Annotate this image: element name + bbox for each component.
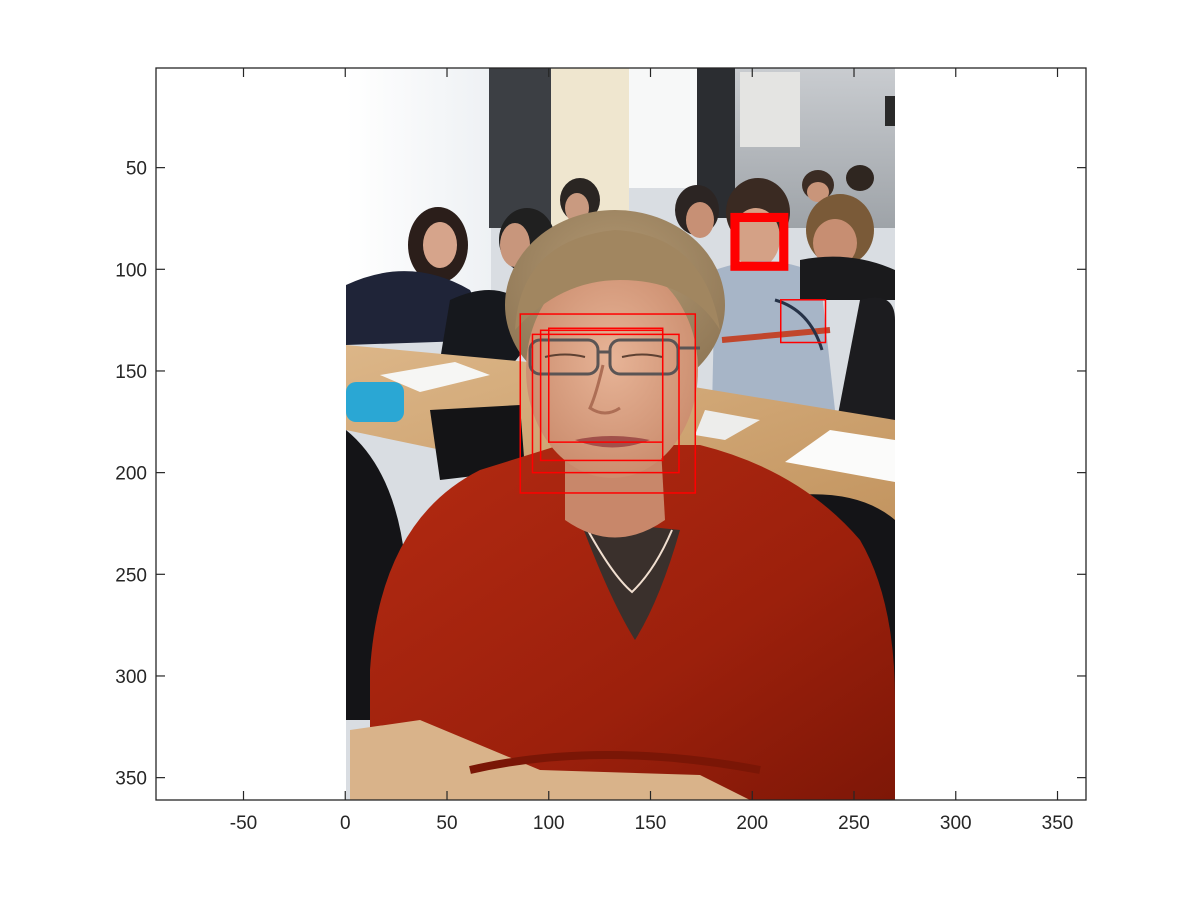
detection-box [734, 216, 785, 267]
detection-box [548, 327, 664, 443]
detection-box [730, 212, 789, 271]
x-tick-label: -50 [230, 813, 257, 834]
photo-image [346, 68, 895, 800]
axis-ticks [156, 68, 1086, 800]
detection-boxes [519, 212, 827, 494]
detection-box [519, 313, 697, 494]
x-tick-label: 150 [635, 813, 667, 834]
y-tick-label: 200 [115, 464, 147, 485]
detection-box [531, 333, 680, 474]
axes-box [155, 67, 1087, 801]
y-tick-label: 150 [115, 362, 147, 383]
detection-box [736, 219, 783, 265]
x-tick-label: 100 [533, 813, 565, 834]
x-tick-label: 0 [340, 813, 351, 834]
x-tick-label: 200 [736, 813, 768, 834]
x-tick-label: 50 [436, 813, 457, 834]
y-tick-label: 350 [115, 769, 147, 790]
x-tick-label: 300 [940, 813, 972, 834]
x-tick-label: 350 [1042, 813, 1074, 834]
y-tick-label: 300 [115, 667, 147, 688]
axis-tick-labels: -50 0 50 100 150 200 250 300 350 50 100 150 200 250 30… [115, 159, 1073, 834]
y-tick-label: 50 [126, 159, 147, 180]
detection-box [732, 214, 787, 269]
y-tick-label: 100 [115, 260, 147, 281]
y-tick-label: 250 [115, 565, 147, 586]
x-tick-label: 250 [838, 813, 870, 834]
detection-box [779, 299, 827, 344]
